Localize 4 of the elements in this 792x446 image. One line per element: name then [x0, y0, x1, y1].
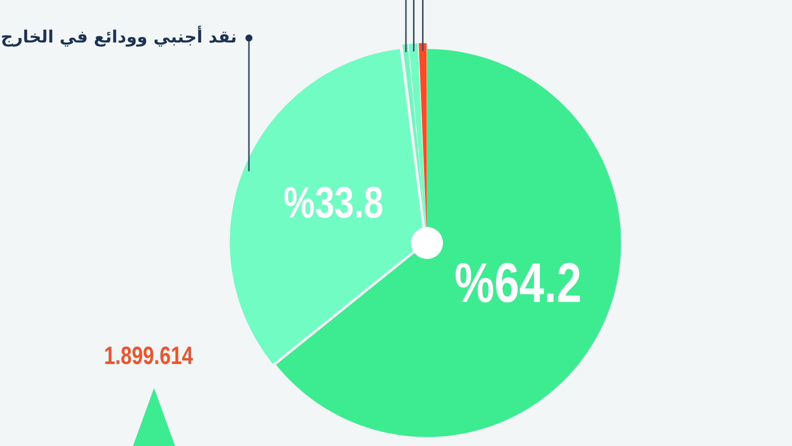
slice-label: نقد أجنبي وودائع في الخارج — [0, 25, 237, 48]
text: 1.899.614 — [104, 342, 193, 371]
data-label: %33.8 — [284, 178, 384, 228]
data-label: %64.2 — [454, 251, 582, 314]
